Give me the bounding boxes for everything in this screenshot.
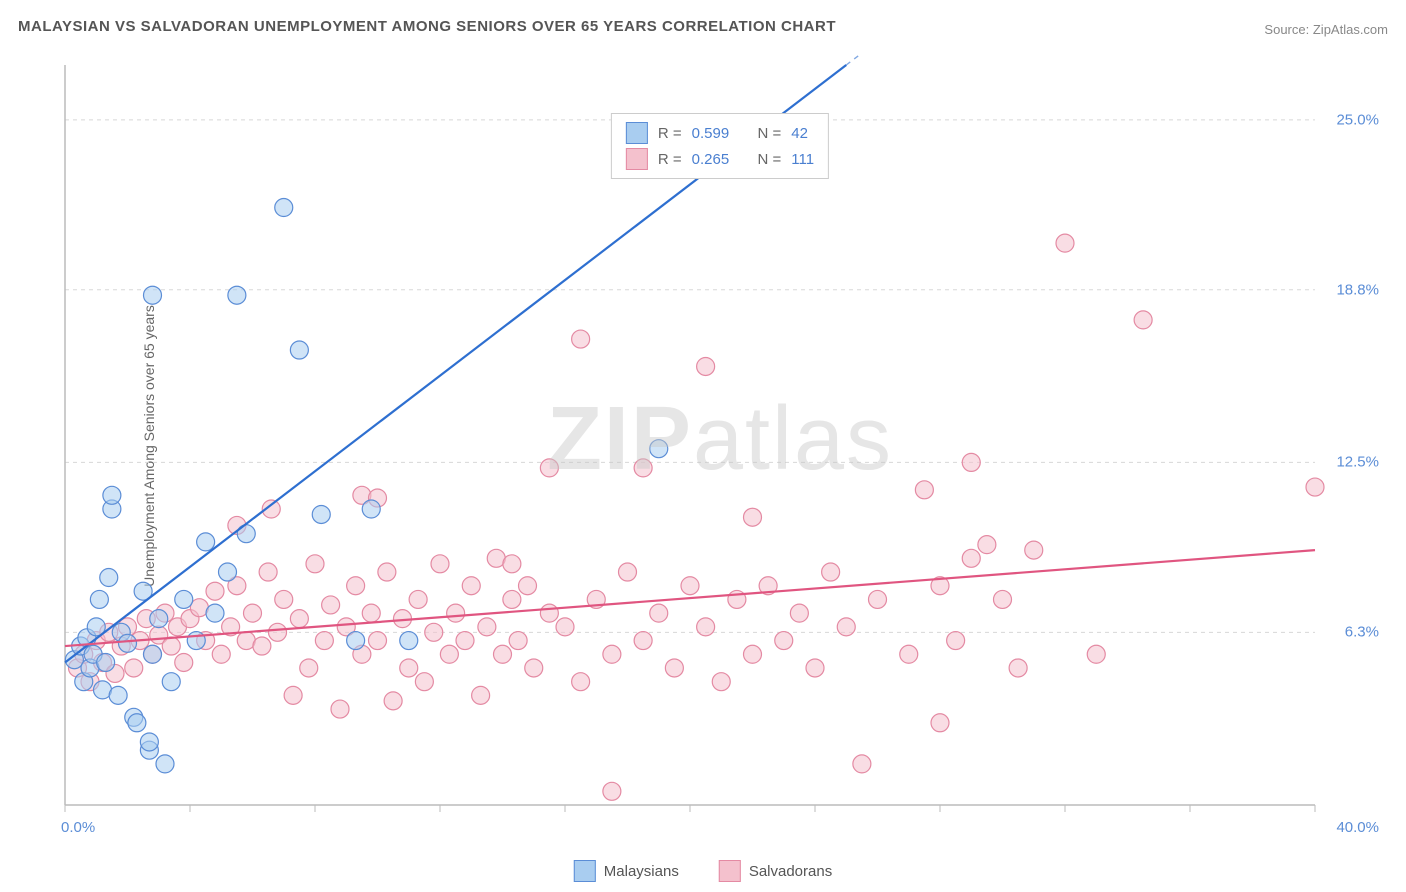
series-legend: Malaysians Salvadorans [574,860,832,882]
x-min-label: 0.0% [61,819,95,836]
y-tick-label: 12.5% [1336,454,1379,471]
swatch-malaysians-icon [574,860,596,882]
swatch-salvadorans [626,148,648,170]
swatch-salvadorans-icon [719,860,741,882]
x-max-label: 40.0% [1336,819,1379,836]
source-label: Source: [1264,22,1309,37]
legend-item-malaysians: Malaysians [574,860,679,882]
legend-row-malaysians: R = 0.599 N = 42 [626,120,814,146]
source-attribution: Source: ZipAtlas.com [1264,22,1388,37]
legend-row-salvadorans: R = 0.265 N = 111 [626,146,814,172]
y-tick-label: 25.0% [1336,111,1379,128]
plot-area: ZIPatlas R = 0.599 N = 42 R = 0.265 N = … [55,55,1385,845]
y-tick-label: 6.3% [1345,624,1379,641]
correlation-legend: R = 0.599 N = 42 R = 0.265 N = 111 [611,113,829,179]
y-tick-label: 18.8% [1336,281,1379,298]
chart-title: MALAYSIAN VS SALVADORAN UNEMPLOYMENT AMO… [18,18,836,35]
swatch-malaysians [626,122,648,144]
legend-item-salvadorans: Salvadorans [719,860,832,882]
chart-container: MALAYSIAN VS SALVADORAN UNEMPLOYMENT AMO… [0,0,1406,892]
source-link[interactable]: ZipAtlas.com [1313,22,1388,37]
